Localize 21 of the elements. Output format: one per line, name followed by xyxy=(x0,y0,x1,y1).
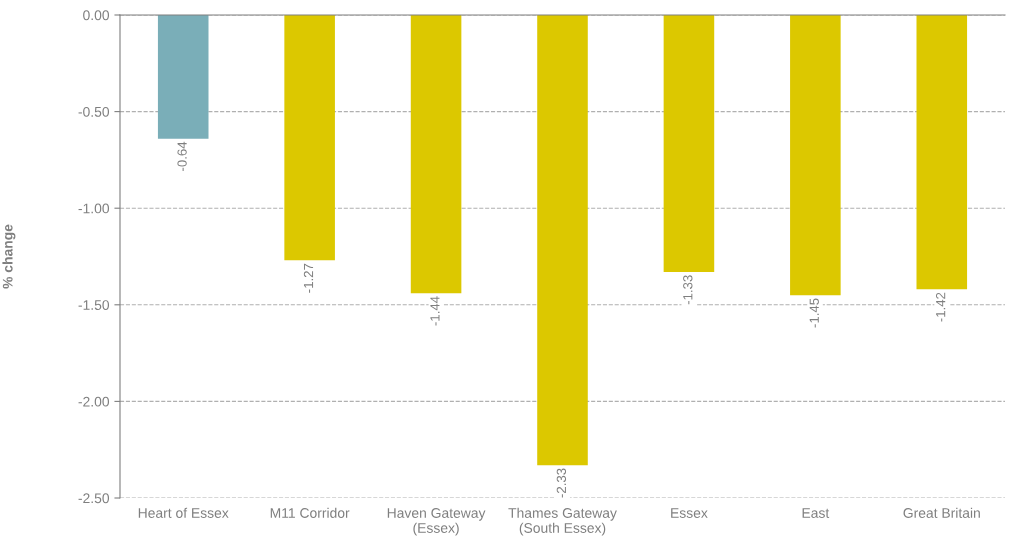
data-label: -1.45 xyxy=(809,298,819,328)
data-label: -1.44 xyxy=(430,296,440,326)
y-tick-label: 0.00 xyxy=(83,10,110,21)
data-label: -2.33 xyxy=(556,468,567,498)
data-label: -1.42 xyxy=(935,292,946,322)
x-tick-label: Essex xyxy=(671,508,708,518)
y-tick-label: -2.00 xyxy=(78,396,110,407)
y-axis-title: % change xyxy=(2,224,16,289)
x-tick-label: Thames Gateway (South Essex) xyxy=(508,507,617,536)
x-tick-label: Haven Gateway (Essex) xyxy=(387,508,486,536)
x-tick-label: East xyxy=(802,508,830,518)
data-label: -0.64 xyxy=(177,141,187,171)
x-tick-label: Great Britain xyxy=(903,507,980,518)
x-tick-label: Heart of Essex xyxy=(138,507,229,518)
y-tick-label: -0.50 xyxy=(78,106,110,117)
y-tick-label: -1.50 xyxy=(78,300,110,310)
data-label: -1.33 xyxy=(683,275,693,305)
y-tick-label: -2.50 xyxy=(78,493,110,504)
y-tick-label: -1.00 xyxy=(78,203,110,214)
x-tick-label: M11 Corridor xyxy=(270,507,350,518)
data-label: -1.27 xyxy=(303,263,314,293)
